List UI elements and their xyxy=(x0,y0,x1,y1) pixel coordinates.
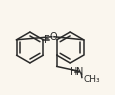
Text: N: N xyxy=(76,67,83,77)
Text: H: H xyxy=(69,67,76,77)
Text: CH₃: CH₃ xyxy=(83,75,99,84)
Text: O: O xyxy=(49,32,56,42)
Text: F: F xyxy=(43,35,49,45)
